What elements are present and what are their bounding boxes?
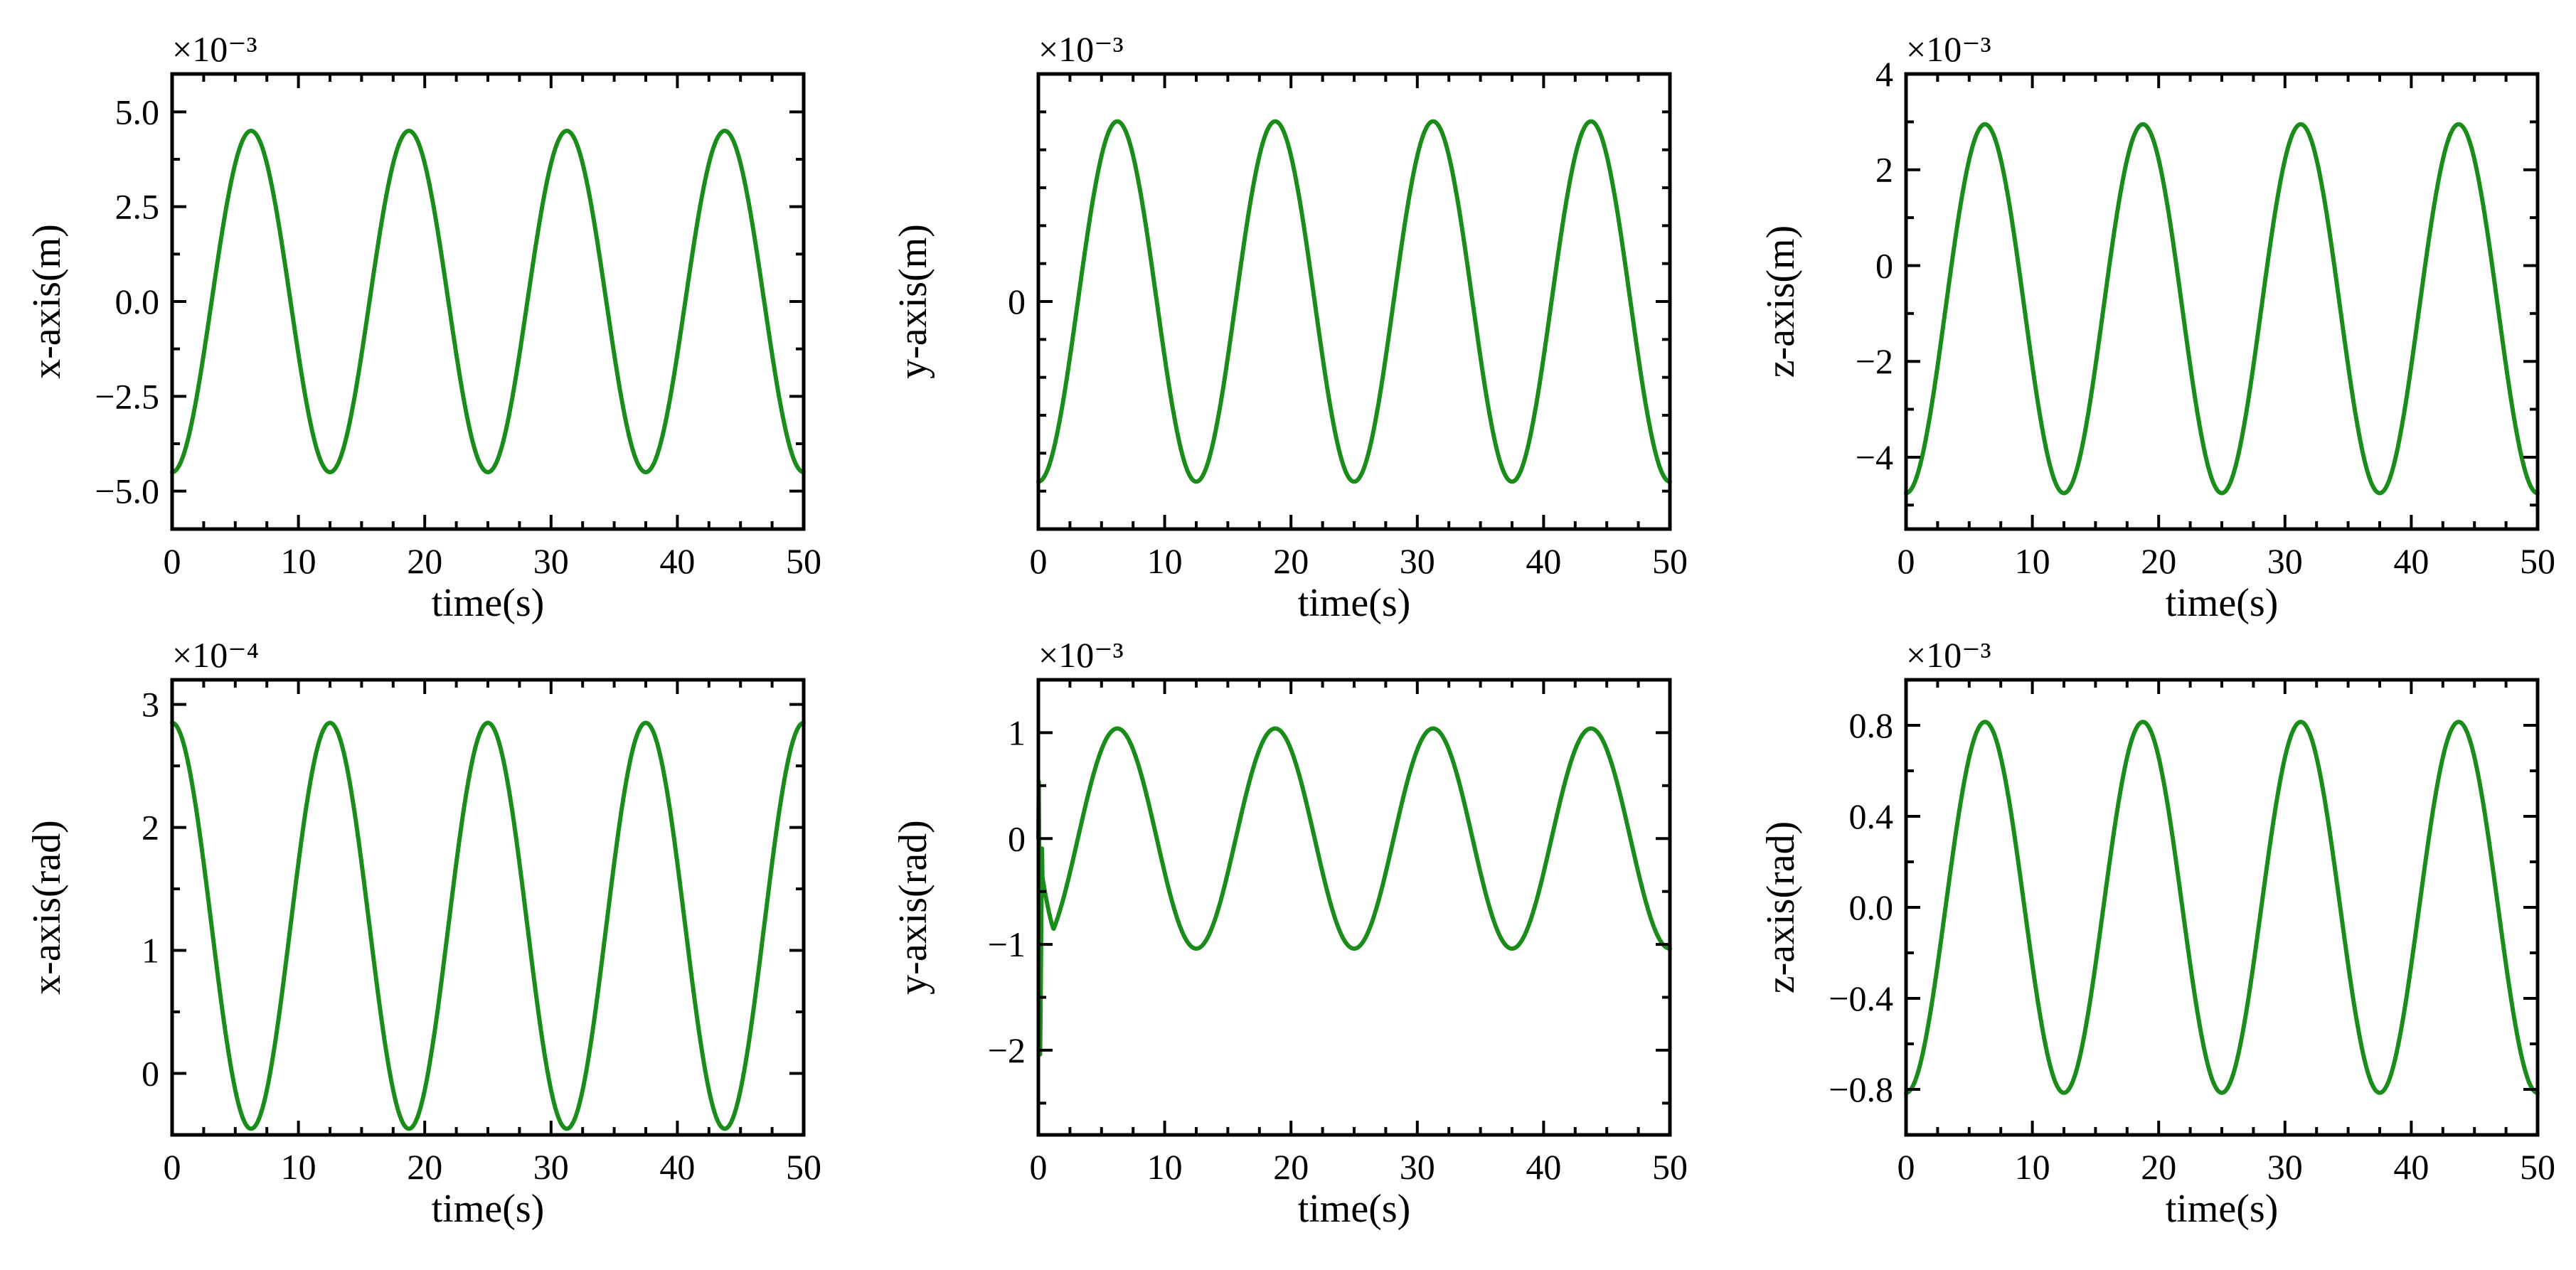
x-axis-label: time(s): [432, 1187, 545, 1231]
x-tick-label: 40: [1526, 1147, 1561, 1187]
x-tick-label: 40: [1526, 541, 1561, 581]
x-tick-label: 20: [407, 541, 442, 581]
x-tick-label: 0: [1030, 541, 1048, 581]
x-tick-label: 40: [2393, 541, 2429, 581]
y-axis-label: z-axis(m): [1759, 225, 1803, 378]
y-tick-label: −4: [1856, 437, 1893, 477]
y-tick-label: 0.8: [1849, 705, 1894, 745]
x-tick-label: 0: [1030, 1147, 1048, 1187]
y-tick-label: 0: [1008, 818, 1026, 858]
x-tick-label: 30: [1400, 541, 1435, 581]
chart-panel-5: 0 10 20 30 40 50 −2 −1 0 1 time(s) y-axis(rad) ×10⁻³: [891, 635, 1688, 1231]
y-tick-label: 2.5: [115, 187, 160, 227]
y-tick-label: 0.0: [1849, 887, 1894, 927]
x-tick-label: 30: [2267, 1147, 2303, 1187]
y-axis-label: y-axis(rad): [891, 820, 935, 995]
x-tick-label: 10: [281, 541, 316, 581]
x-tick-label: 50: [1652, 1147, 1688, 1187]
x-tick-label: 20: [1273, 1147, 1309, 1187]
x-tick-label: 0: [164, 1147, 181, 1187]
series-line: [170, 720, 806, 1131]
x-tick-label: 10: [1147, 1147, 1183, 1187]
chart-panel-4: 0 10 20 30 40 50 0 1 2 3 time(s) x-axis(rad) ×10⁻⁴: [25, 635, 821, 1231]
x-tick-label: 10: [2015, 1147, 2050, 1187]
y-tick-label: −5.0: [95, 471, 159, 511]
series-line: [1036, 726, 1672, 1057]
x-axis-label: time(s): [2166, 1187, 2279, 1231]
x-axis-label: time(s): [2166, 581, 2279, 625]
x-tick-label: 40: [2393, 1147, 2429, 1187]
series-line: [1904, 122, 2540, 496]
plot-frame: [170, 72, 806, 531]
y-axis-label: y-axis(m): [891, 224, 935, 379]
y-tick-label: 1: [1008, 713, 1026, 752]
y-tick-label: −0.8: [1829, 1069, 1893, 1109]
y-tick-label: 5.0: [115, 92, 160, 132]
x-tick-label: 50: [786, 1147, 821, 1187]
x-tick-label: 0: [164, 541, 181, 581]
y-tick-label: −2.5: [95, 376, 159, 416]
y-multiplier-label: ×10⁻³: [1906, 29, 1991, 69]
x-tick-label: 20: [1273, 541, 1309, 581]
y-tick-label: −0.4: [1829, 978, 1893, 1018]
x-tick-label: 0: [1898, 541, 1915, 581]
y-tick-label: −2: [988, 1030, 1026, 1070]
chart-panel-3: 0 10 20 30 40 50 −4 −2 0 2 4 time(s) z-axis(m) ×10⁻³: [1759, 29, 2555, 625]
chart-panel-2: 0 10 20 30 40 50 0 time(s) y-axis(m) ×10⁻³: [891, 29, 1688, 625]
y-tick-label: 2: [142, 808, 159, 848]
y-axis-label: x-axis(m): [25, 224, 69, 379]
y-tick-label: 0.0: [115, 282, 160, 321]
x-tick-label: 30: [533, 541, 569, 581]
x-tick-label: 30: [533, 1147, 569, 1187]
y-multiplier-label: ×10⁻³: [1906, 635, 1991, 675]
x-axis-label: time(s): [432, 581, 545, 625]
plot-frame: [170, 678, 806, 1137]
plot-frame: [1904, 678, 2540, 1137]
x-tick-label: 50: [786, 541, 821, 581]
plot-frame: [1904, 72, 2540, 531]
y-tick-label: 0: [142, 1054, 159, 1094]
chart-panel-6: 0 10 20 30 40 50 −0.8 −0.4 0.0 0.4 0.8 time(s) z-axi…: [1759, 635, 2555, 1231]
x-tick-label: 10: [1147, 541, 1183, 581]
series-line: [1904, 720, 2540, 1095]
y-tick-label: 0.4: [1849, 796, 1894, 836]
x-tick-label: 20: [407, 1147, 442, 1187]
x-axis-label: time(s): [1298, 1187, 1411, 1231]
series-line: [1036, 119, 1672, 484]
y-tick-label: 0: [1875, 245, 1893, 285]
y-tick-label: 4: [1875, 54, 1893, 94]
y-tick-label: 2: [1875, 150, 1893, 190]
y-multiplier-label: ×10⁻⁴: [172, 635, 259, 675]
x-tick-label: 50: [1652, 541, 1688, 581]
x-tick-label: 50: [2520, 1147, 2555, 1187]
chart-panel-1: 0 10 20 30 40 50 −5.0 −2.5 0.0 2.5 5.0 time(s) x-axi…: [25, 29, 821, 625]
y-multiplier-label: ×10⁻³: [172, 29, 257, 69]
x-tick-label: 10: [281, 1147, 316, 1187]
y-multiplier-label: ×10⁻³: [1038, 635, 1124, 675]
y-axis-label: z-axis(rad): [1759, 821, 1803, 994]
y-multiplier-label: ×10⁻³: [1038, 29, 1124, 69]
x-tick-label: 40: [659, 541, 695, 581]
y-tick-label: −1: [988, 924, 1026, 964]
series-line: [170, 129, 806, 474]
y-tick-label: −2: [1856, 341, 1893, 381]
x-tick-label: 20: [2141, 1147, 2176, 1187]
y-tick-label: 3: [142, 685, 159, 725]
y-tick-label: 0: [1008, 282, 1026, 321]
y-axis-label: x-axis(rad): [25, 820, 69, 995]
x-axis-label: time(s): [1298, 581, 1411, 625]
x-tick-label: 40: [659, 1147, 695, 1187]
x-tick-label: 0: [1898, 1147, 1915, 1187]
x-tick-label: 30: [1400, 1147, 1435, 1187]
plot-frame: [1036, 72, 1672, 531]
x-tick-label: 20: [2141, 541, 2176, 581]
y-tick-label: 1: [142, 931, 159, 971]
x-tick-label: 30: [2267, 541, 2303, 581]
x-tick-label: 50: [2520, 541, 2555, 581]
x-tick-label: 10: [2015, 541, 2050, 581]
